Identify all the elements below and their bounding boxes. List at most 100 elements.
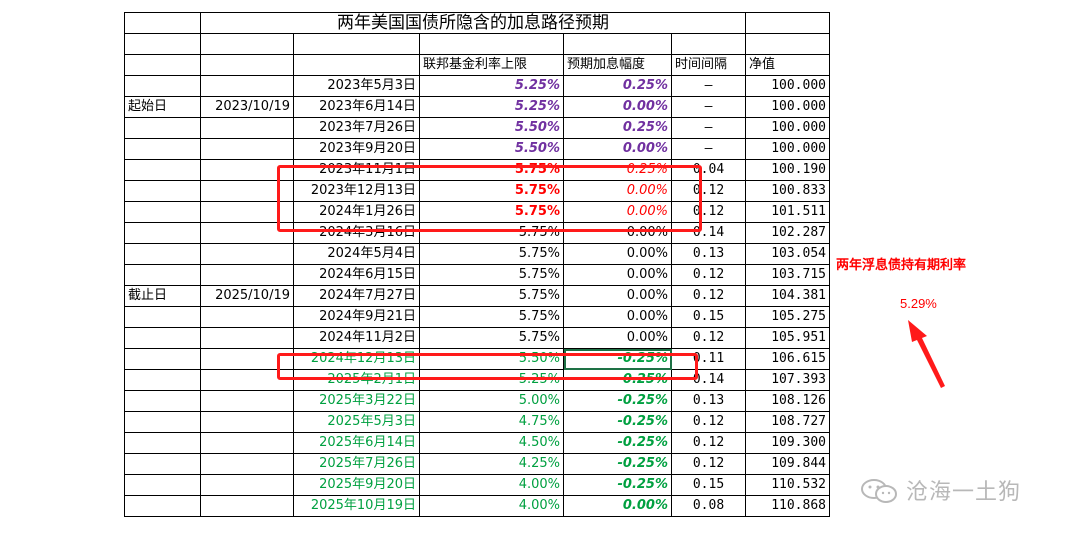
date-value-cell[interactable] xyxy=(200,243,294,265)
date-cell[interactable]: 2025年10月19日 xyxy=(293,495,420,517)
interval-cell[interactable]: 0.12 xyxy=(671,264,746,286)
hike-cell[interactable]: 0.00% xyxy=(563,327,672,349)
rate-cell[interactable]: 5.75% xyxy=(419,327,564,349)
interval-cell[interactable]: 0.13 xyxy=(671,243,746,265)
rate-cell[interactable]: 4.00% xyxy=(419,495,564,517)
date-cell[interactable]: 2024年5月4日 xyxy=(293,243,420,265)
nav-cell[interactable]: 103.715 xyxy=(745,264,830,286)
date-cell[interactable]: 2025年9月20日 xyxy=(293,474,420,496)
label-cell[interactable] xyxy=(124,474,201,496)
date-cell[interactable]: 2025年7月26日 xyxy=(293,453,420,475)
date-cell[interactable]: 2025年6月14日 xyxy=(293,432,420,454)
nav-cell[interactable]: 100.000 xyxy=(745,138,830,160)
nav-cell[interactable]: 100.190 xyxy=(745,159,830,181)
date-cell[interactable]: 2024年7月27日 xyxy=(293,285,420,307)
header-nav[interactable]: 净值 xyxy=(745,54,830,76)
rate-cell[interactable]: 5.00% xyxy=(419,390,564,412)
nav-cell[interactable]: 105.951 xyxy=(745,327,830,349)
nav-cell[interactable]: 106.615 xyxy=(745,348,830,370)
date-cell[interactable]: 2023年9月20日 xyxy=(293,138,420,160)
hike-cell[interactable]: 0.00% xyxy=(563,243,672,265)
start-date[interactable]: 2023/10/19 xyxy=(200,96,294,118)
interval-cell[interactable]: 0.12 xyxy=(671,432,746,454)
hike-cell[interactable]: 0.00% xyxy=(563,285,672,307)
nav-cell[interactable]: 100.000 xyxy=(745,75,830,97)
date-value-cell[interactable] xyxy=(200,75,294,97)
label-cell[interactable] xyxy=(124,495,201,517)
label-cell[interactable] xyxy=(124,369,201,391)
date-cell[interactable]: 2024年9月21日 xyxy=(293,306,420,328)
blank-cell[interactable] xyxy=(671,33,746,55)
hike-cell[interactable]: 0.00% xyxy=(563,264,672,286)
hike-cell[interactable]: -0.25% xyxy=(563,411,672,433)
rate-cell[interactable]: 5.75% xyxy=(419,243,564,265)
header-interval[interactable]: 时间间隔 xyxy=(671,54,746,76)
hike-cell[interactable]: 0.00% xyxy=(563,138,672,160)
date-cell[interactable]: 2023年6月14日 xyxy=(293,96,420,118)
blank-cell[interactable] xyxy=(563,33,672,55)
hike-cell[interactable]: 0.00% xyxy=(563,306,672,328)
label-cell[interactable] xyxy=(124,75,201,97)
nav-cell[interactable]: 110.868 xyxy=(745,495,830,517)
interval-cell[interactable]: 0.15 xyxy=(671,306,746,328)
interval-cell[interactable]: 0.12 xyxy=(671,411,746,433)
label-cell[interactable] xyxy=(124,411,201,433)
date-value-cell[interactable] xyxy=(200,453,294,475)
nav-cell[interactable]: 100.000 xyxy=(745,96,830,118)
date-cell[interactable]: 2025年5月3日 xyxy=(293,411,420,433)
interval-cell[interactable]: 0.12 xyxy=(671,327,746,349)
label-cell[interactable] xyxy=(124,138,201,160)
label-cell[interactable] xyxy=(124,159,201,181)
interval-cell[interactable]: – xyxy=(671,75,746,97)
hike-cell[interactable]: 0.25% xyxy=(563,75,672,97)
label-cell[interactable] xyxy=(124,117,201,139)
hike-cell[interactable]: 0.00% xyxy=(563,180,672,202)
interval-cell[interactable]: 0.12 xyxy=(671,453,746,475)
blank-cell[interactable] xyxy=(124,54,201,76)
nav-cell[interactable]: 109.300 xyxy=(745,432,830,454)
date-value-cell[interactable] xyxy=(200,327,294,349)
label-cell[interactable] xyxy=(124,306,201,328)
rate-cell[interactable]: 5.75% xyxy=(419,285,564,307)
nav-cell[interactable]: 108.727 xyxy=(745,411,830,433)
blank-cell[interactable] xyxy=(745,12,830,34)
interval-cell[interactable]: 0.15 xyxy=(671,474,746,496)
date-cell[interactable]: 2024年6月15日 xyxy=(293,264,420,286)
label-cell[interactable] xyxy=(124,264,201,286)
date-value-cell[interactable] xyxy=(200,306,294,328)
header-expected-hike[interactable]: 预期加息幅度 xyxy=(563,54,672,76)
interval-cell[interactable]: – xyxy=(671,117,746,139)
rate-cell[interactable]: 5.75% xyxy=(419,222,564,244)
blank-cell[interactable] xyxy=(200,54,294,76)
rate-cell[interactable]: 5.25% xyxy=(419,96,564,118)
hike-cell[interactable]: 0.25% xyxy=(563,117,672,139)
date-value-cell[interactable] xyxy=(200,264,294,286)
end-label[interactable]: 截止日 xyxy=(124,285,201,307)
date-value-cell[interactable] xyxy=(200,495,294,517)
date-value-cell[interactable] xyxy=(200,390,294,412)
nav-cell[interactable]: 108.126 xyxy=(745,390,830,412)
label-cell[interactable] xyxy=(124,243,201,265)
nav-cell[interactable]: 107.393 xyxy=(745,369,830,391)
label-cell[interactable] xyxy=(124,432,201,454)
blank-cell[interactable] xyxy=(293,54,420,76)
blank-cell[interactable] xyxy=(124,33,201,55)
rate-cell[interactable]: 5.50% xyxy=(419,138,564,160)
interval-cell[interactable]: – xyxy=(671,138,746,160)
rate-cell[interactable]: 4.25% xyxy=(419,453,564,475)
date-cell[interactable]: 2023年7月26日 xyxy=(293,117,420,139)
nav-cell[interactable]: 100.833 xyxy=(745,180,830,202)
hike-cell[interactable]: -0.25% xyxy=(563,390,672,412)
nav-cell[interactable]: 104.381 xyxy=(745,285,830,307)
interval-cell[interactable]: 0.14 xyxy=(671,369,746,391)
date-cell[interactable]: 2023年12月13日 xyxy=(293,180,420,202)
blank-cell[interactable] xyxy=(419,33,564,55)
interval-cell[interactable]: 0.08 xyxy=(671,495,746,517)
rate-cell[interactable]: 5.25% xyxy=(419,75,564,97)
label-cell[interactable] xyxy=(124,327,201,349)
date-cell[interactable]: 2025年3月22日 xyxy=(293,390,420,412)
date-cell[interactable]: 2024年11月2日 xyxy=(293,327,420,349)
rate-cell[interactable]: 5.50% xyxy=(419,117,564,139)
date-cell[interactable]: 2023年5月3日 xyxy=(293,75,420,97)
nav-cell[interactable]: 110.532 xyxy=(745,474,830,496)
